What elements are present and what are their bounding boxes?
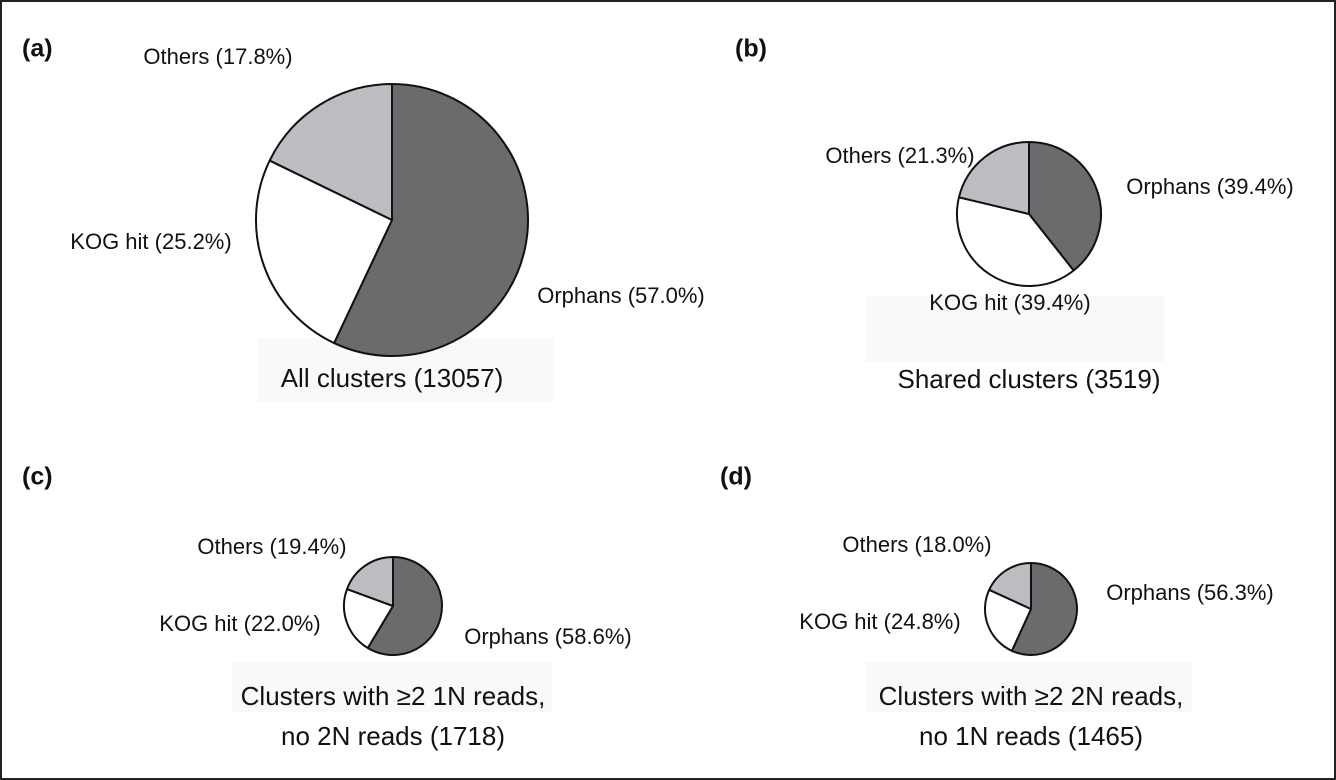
pie-slice <box>984 588 1032 652</box>
panel-label: (d) <box>720 463 752 491</box>
slice-label: Others (19.4%) <box>197 534 346 559</box>
slice-label: KOG hit (22.0%) <box>159 611 320 636</box>
panel-label: (c) <box>22 463 53 491</box>
slice-label: Others (17.8%) <box>143 44 292 69</box>
title-background <box>866 662 1192 712</box>
slice-label: KOG hit (39.4%) <box>929 290 1090 315</box>
slice-label: KOG hit (24.8%) <box>799 609 960 634</box>
pie-slice <box>333 83 529 357</box>
pie-slice <box>343 588 394 650</box>
panel-label: (a) <box>22 35 53 63</box>
pie-slice <box>957 141 1030 215</box>
slice-label: Orphans (39.4%) <box>1126 174 1294 199</box>
slice-label: KOG hit (25.2%) <box>70 229 231 254</box>
chart-title: no 1N reads (1465) <box>919 721 1143 751</box>
slice-label: Others (21.3%) <box>825 143 974 168</box>
slice-label: Orphans (57.0%) <box>537 283 705 308</box>
pie-slice <box>255 159 393 345</box>
title-background <box>866 296 1164 362</box>
slice-label: Orphans (58.6%) <box>464 624 632 649</box>
pie-slice <box>1010 562 1078 656</box>
pie-slice <box>956 196 1075 288</box>
chart-title: Clusters with ≥2 2N reads, <box>879 681 1184 711</box>
chart-title: no 2N reads (1718) <box>281 721 505 751</box>
pie-slice <box>1028 141 1102 272</box>
pie-slice <box>366 556 443 656</box>
slice-label: Orphans (56.3%) <box>1106 580 1274 605</box>
chart-title: Shared clusters (3519) <box>897 364 1160 394</box>
chart-title: All clusters (13057) <box>281 363 504 393</box>
pie-slice <box>988 562 1032 610</box>
title-background <box>232 662 552 712</box>
slice-label: Others (18.0%) <box>842 532 991 557</box>
chart-title: Clusters with ≥2 1N reads, <box>241 681 546 711</box>
pie-slice <box>346 556 394 607</box>
panel-label: (b) <box>735 35 767 63</box>
pie-slice <box>268 83 393 221</box>
